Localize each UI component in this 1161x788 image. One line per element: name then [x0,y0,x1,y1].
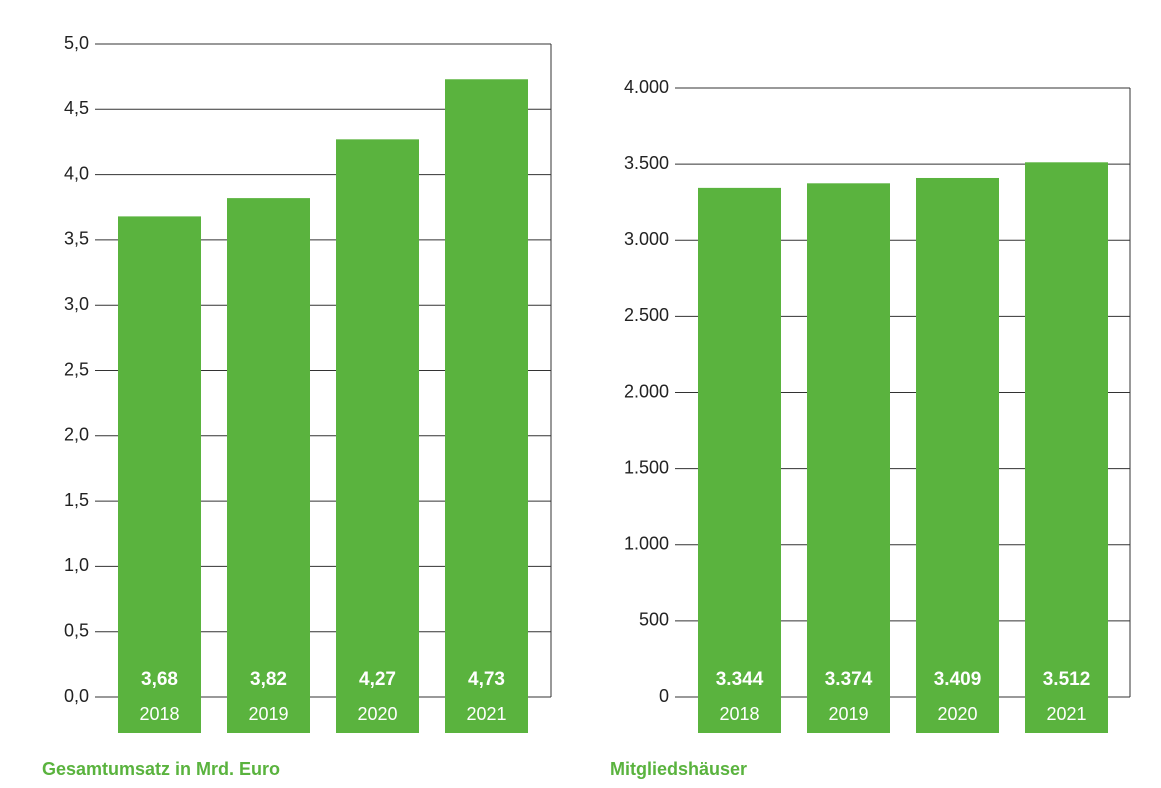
y-tick-label: 4.000 [624,77,669,97]
y-tick-label: 3,0 [64,294,89,314]
x-tick-label: 2018 [719,704,759,724]
x-tick-label: 2019 [248,704,288,724]
y-tick-label: 5,0 [64,33,89,53]
value-label: 3.409 [934,669,982,690]
value-label: 3.344 [716,669,764,690]
bar-foot [336,697,419,733]
y-tick-label: 0,0 [64,686,89,706]
bar [698,187,781,697]
x-tick-label: 2020 [937,704,977,724]
value-label: 4,27 [359,669,396,690]
y-tick-label: 4,0 [64,163,89,183]
value-label: 3,68 [141,669,178,690]
y-tick-label: 1,0 [64,555,89,575]
bar-foot [1025,697,1108,733]
chart-title: Gesamtumsatz in Mrd. Euro [42,759,280,779]
y-tick-label: 3.000 [624,229,669,249]
x-tick-label: 2020 [357,704,397,724]
y-tick-label: 2.500 [624,305,669,325]
value-label: 3,82 [250,669,287,690]
value-label: 3.512 [1043,669,1091,690]
y-tick-label: 2,5 [64,359,89,379]
bar-foot [916,697,999,733]
y-tick-label: 500 [639,610,669,630]
bar-foot [445,697,528,733]
bar [227,198,310,697]
x-tick-label: 2021 [1046,704,1086,724]
value-label: 4,73 [468,669,505,690]
x-tick-label: 2021 [466,704,506,724]
bar [118,216,201,697]
y-tick-label: 1.500 [624,457,669,477]
bar [916,177,999,698]
value-label: 3.374 [825,669,873,690]
y-tick-label: 1.000 [624,534,669,554]
y-tick-label: 4,5 [64,98,89,118]
y-tick-label: 3.500 [624,153,669,173]
bar-foot [118,697,201,733]
bar [445,79,528,697]
chart-title: Mitgliedshäuser [610,759,747,779]
bar [336,139,419,697]
bar [807,183,890,698]
bar-foot [227,697,310,733]
bar-foot [698,697,781,733]
y-tick-label: 0,5 [64,620,89,640]
bar-foot [807,697,890,733]
x-tick-label: 2018 [139,704,179,724]
y-tick-label: 1,5 [64,490,89,510]
x-tick-label: 2019 [828,704,868,724]
bar [1025,162,1108,698]
y-tick-label: 0 [659,686,669,706]
y-tick-label: 2.000 [624,381,669,401]
y-tick-label: 3,5 [64,229,89,249]
y-tick-label: 2,0 [64,425,89,445]
